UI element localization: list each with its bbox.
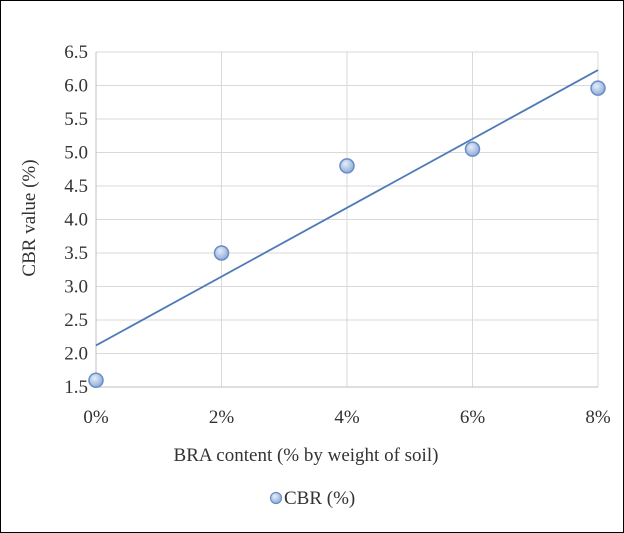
data-point xyxy=(339,158,355,174)
legend-marker xyxy=(269,491,283,505)
x-tick-label: 2% xyxy=(209,407,235,428)
linear-trendline xyxy=(95,69,599,347)
axes xyxy=(95,52,598,388)
tick-labels: 1.5 2.0 2.5 3.0 3.5 4.0 4.5 5.0 5.5 6.0 6.5 0% 2% 4% 6… xyxy=(64,42,611,428)
y-tick-label: 5.0 xyxy=(64,143,88,164)
y-tick-label: 3.0 xyxy=(64,277,88,298)
x-axis-title: BRA content (% by weight of soil) xyxy=(174,445,439,466)
y-tick-label: 2.0 xyxy=(64,344,88,365)
legend: CBR (%) xyxy=(269,488,355,509)
y-tick-label: 4.0 xyxy=(64,210,88,231)
data-point xyxy=(88,372,104,389)
y-tick-label: 6.5 xyxy=(64,42,88,63)
data-point xyxy=(213,245,230,261)
y-tick-label: 3.5 xyxy=(64,243,88,264)
y-tick-label: 4.5 xyxy=(64,176,88,197)
x-tick-label: 4% xyxy=(334,407,360,428)
gridlines xyxy=(96,51,599,387)
legend-label: CBR (%) xyxy=(284,488,355,509)
y-tick-label: 2.5 xyxy=(64,310,88,331)
x-tick-label: 8% xyxy=(585,407,611,428)
y-axis-title: CBR value (%) xyxy=(19,159,40,276)
data-point xyxy=(464,141,481,157)
trendline-layer xyxy=(95,69,599,347)
x-tick-label: 0% xyxy=(83,407,109,428)
data-points xyxy=(88,80,606,389)
y-tick-label: 6.0 xyxy=(64,76,88,97)
y-tick-label: 1.5 xyxy=(64,377,88,398)
data-point xyxy=(590,80,606,96)
y-tick-label: 5.5 xyxy=(64,109,88,130)
x-tick-label: 6% xyxy=(460,407,486,428)
